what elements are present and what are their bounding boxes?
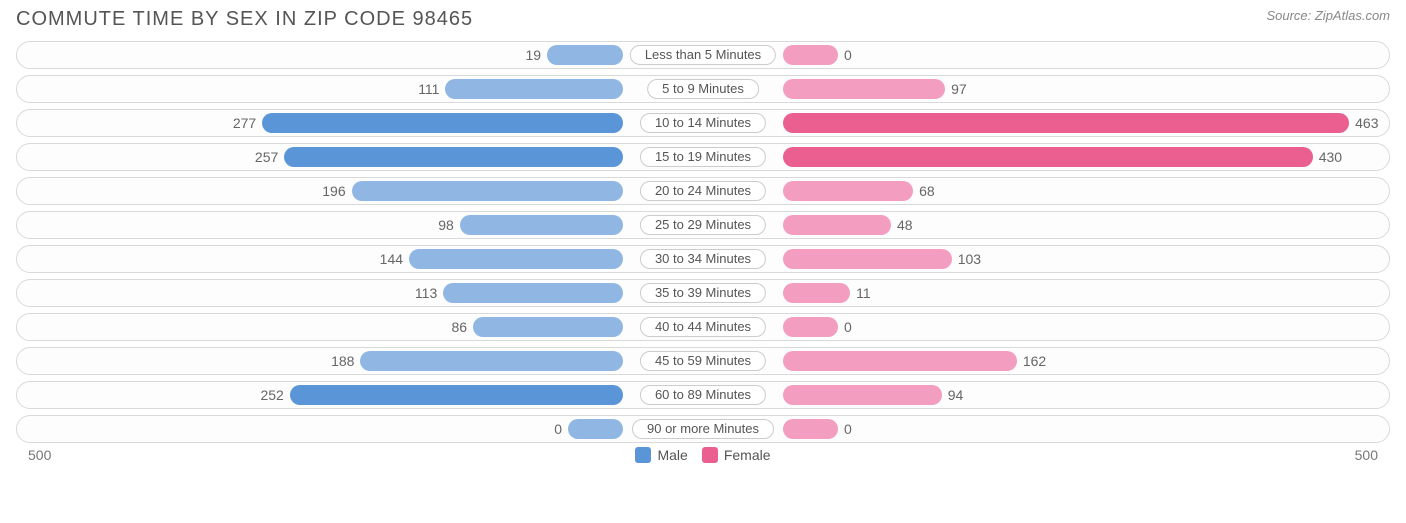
female-value: 463 [1355,110,1378,138]
chart-row: 277 463 10 to 14 Minutes [16,109,1390,137]
female-value: 68 [919,178,935,206]
legend-item: Female [702,447,771,463]
male-bar [352,181,623,201]
male-value: 188 [331,348,354,376]
female-value: 0 [844,416,852,444]
male-value: 19 [525,42,541,70]
female-bar [783,113,1349,133]
male-bar [443,283,623,303]
category-pill: 45 to 59 Minutes [640,351,766,371]
chart-source: Source: ZipAtlas.com [1266,8,1390,23]
legend-swatch [702,447,718,463]
male-bar [290,385,623,405]
category-pill: 60 to 89 Minutes [640,385,766,405]
female-bar [783,385,942,405]
female-value: 0 [844,42,852,70]
chart-title: COMMUTE TIME BY SEX IN ZIP CODE 98465 [16,8,473,31]
chart-footer: 500 Male Female 500 [0,447,1406,463]
female-bar [783,317,838,337]
category-pill: 15 to 19 Minutes [640,147,766,167]
chart-row: 188 162 45 to 59 Minutes [16,347,1390,375]
male-bar [473,317,623,337]
male-value: 113 [415,280,437,308]
category-pill: 35 to 39 Minutes [640,283,766,303]
category-pill: 40 to 44 Minutes [640,317,766,337]
chart-row: 252 94 60 to 89 Minutes [16,381,1390,409]
male-value: 277 [233,110,256,138]
chart-row: 144 103 30 to 34 Minutes [16,245,1390,273]
male-bar [262,113,623,133]
female-value: 97 [951,76,967,104]
male-value: 144 [380,246,403,274]
female-value: 48 [897,212,913,240]
legend-item: Male [635,447,687,463]
male-bar [409,249,623,269]
axis-left-max: 500 [28,447,51,463]
category-pill: 20 to 24 Minutes [640,181,766,201]
legend: Male Female [635,447,770,463]
male-bar [360,351,623,371]
male-value: 86 [451,314,467,342]
female-bar [783,215,891,235]
category-pill: 10 to 14 Minutes [640,113,766,133]
female-bar [783,79,945,99]
male-bar [460,215,623,235]
chart-area: 19 0 Less than 5 Minutes 111 97 5 to 9 Minute… [0,35,1406,443]
male-bar [445,79,623,99]
male-value: 196 [322,178,345,206]
female-bar [783,45,838,65]
category-pill: 5 to 9 Minutes [647,79,759,99]
chart-row: 111 97 5 to 9 Minutes [16,75,1390,103]
category-pill: 25 to 29 Minutes [640,215,766,235]
chart-row: 113 11 35 to 39 Minutes [16,279,1390,307]
male-value: 0 [554,416,562,444]
legend-label: Male [657,447,687,463]
male-bar [568,419,623,439]
female-value: 11 [856,280,871,308]
chart-row: 196 68 20 to 24 Minutes [16,177,1390,205]
male-value: 111 [418,76,439,104]
male-bar [284,147,623,167]
legend-label: Female [724,447,771,463]
female-bar [783,147,1313,167]
chart-row: 257 430 15 to 19 Minutes [16,143,1390,171]
male-value: 98 [438,212,454,240]
category-pill: Less than 5 Minutes [630,45,776,65]
chart-row: 0 0 90 or more Minutes [16,415,1390,443]
female-bar [783,249,952,269]
male-bar [547,45,623,65]
female-bar [783,181,913,201]
female-bar [783,419,838,439]
chart-header: COMMUTE TIME BY SEX IN ZIP CODE 98465 So… [0,0,1406,35]
female-value: 103 [958,246,981,274]
male-value: 252 [260,382,283,410]
category-pill: 30 to 34 Minutes [640,249,766,269]
legend-swatch [635,447,651,463]
female-value: 94 [948,382,964,410]
category-pill: 90 or more Minutes [632,419,774,439]
chart-row: 19 0 Less than 5 Minutes [16,41,1390,69]
female-bar [783,283,850,303]
female-bar [783,351,1017,371]
female-value: 430 [1319,144,1342,172]
female-value: 162 [1023,348,1046,376]
male-value: 257 [255,144,278,172]
chart-row: 86 0 40 to 44 Minutes [16,313,1390,341]
chart-row: 98 48 25 to 29 Minutes [16,211,1390,239]
axis-right-max: 500 [1355,447,1378,463]
female-value: 0 [844,314,852,342]
